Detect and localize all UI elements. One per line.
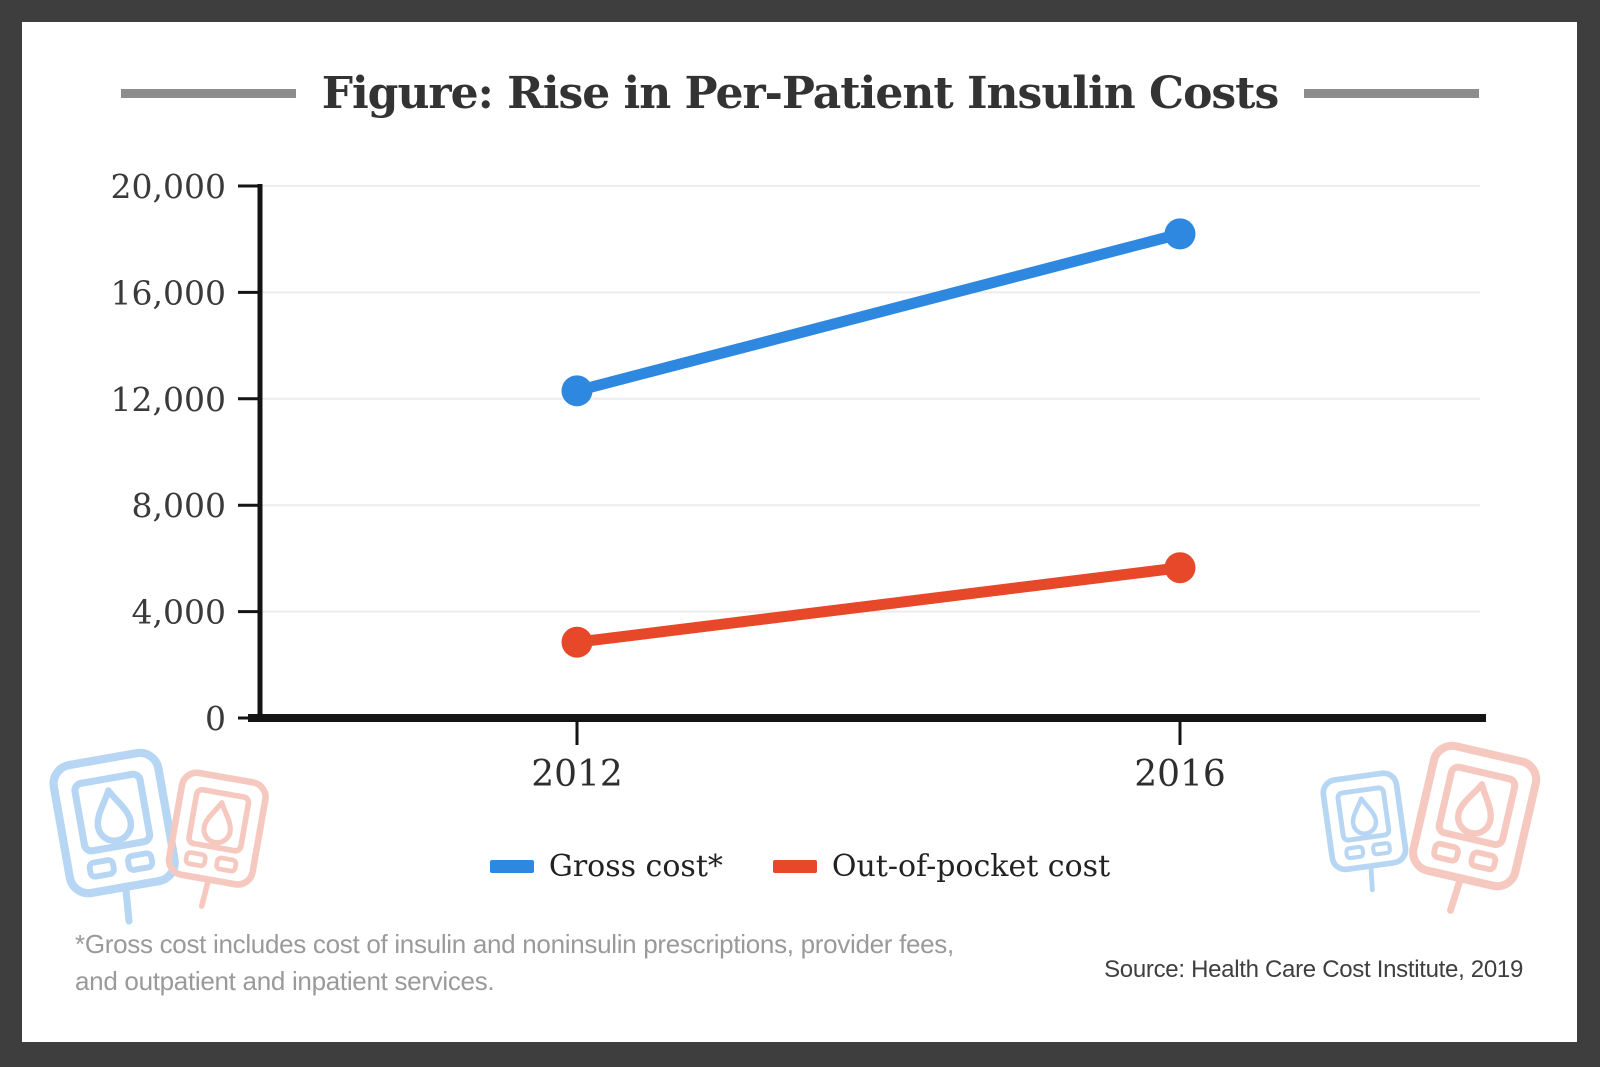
svg-text:4,000: 4,000: [132, 593, 226, 632]
svg-text:2016: 2016: [1134, 754, 1226, 795]
svg-text:16,000: 16,000: [111, 273, 226, 312]
legend-swatch-out-of-pocket: [772, 859, 817, 873]
chart-title: Figure: Rise in Per-Patient Insulin Cost…: [321, 68, 1280, 119]
legend-item-out-of-pocket: Out-of-pocket cost: [772, 848, 1111, 884]
svg-text:2012: 2012: [531, 754, 623, 795]
source-credit: Source: Health Care Cost Institute, 2019: [1104, 956, 1523, 983]
svg-text:8,000: 8,000: [132, 486, 226, 525]
chart-legend: Gross cost* Out-of-pocket cost: [0, 846, 1600, 886]
footnote: *Gross cost includes cost of insulin and…: [75, 929, 954, 996]
svg-text:20,000: 20,000: [111, 167, 226, 206]
svg-text:0: 0: [205, 699, 226, 738]
legend-item-gross-cost: Gross cost*: [489, 848, 723, 884]
title-dash-left: [120, 89, 296, 98]
legend-label-out-of-pocket: Out-of-pocket cost: [831, 848, 1111, 884]
legend-label-gross-cost: Gross cost*: [548, 848, 723, 884]
title-dash-right: [1304, 89, 1480, 98]
svg-text:12,000: 12,000: [111, 380, 226, 419]
legend-swatch-gross-cost: [489, 859, 534, 873]
title-row: Figure: Rise in Per-Patient Insulin Cost…: [0, 68, 1600, 119]
